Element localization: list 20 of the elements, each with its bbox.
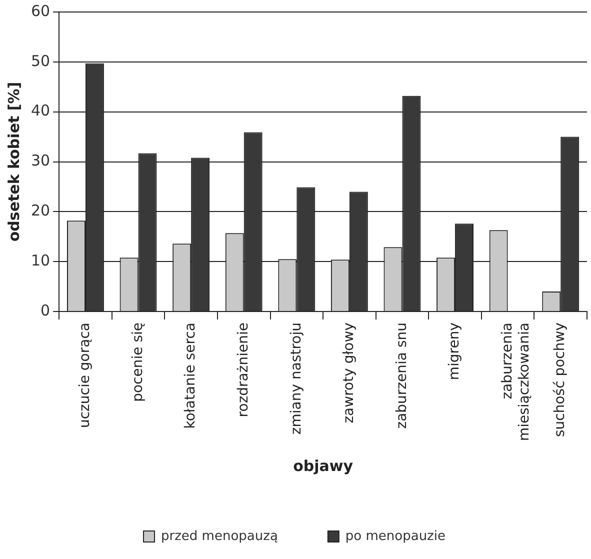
x-tick-label: migreny — [446, 322, 463, 380]
x-tick-label: zawroty głowy — [341, 322, 358, 424]
y-tick-label: 10 — [30, 251, 50, 270]
y-tick-label: 40 — [30, 102, 50, 120]
x-tick-label: rozdrażnienie — [235, 322, 252, 418]
y-axis-title: odsetek kobiet [%] — [4, 82, 23, 242]
x-tick-label: kołatanie serca — [182, 322, 199, 429]
y-tick-label: 50 — [30, 52, 50, 70]
legend-label: przed menopauzą — [161, 528, 278, 544]
x-tick-label: zaburzenia snu — [394, 322, 410, 429]
y-tick-label: 60 — [30, 2, 50, 20]
x-tick-label: uczucie gorąca — [77, 322, 94, 428]
legend-label: po menopauzie — [345, 528, 446, 544]
x-tick-label: suchość pochwy — [552, 322, 568, 438]
x-tick-label: pocenie się — [130, 322, 146, 402]
x-tick-label: zmiany nastroju — [288, 322, 304, 435]
y-tick-label: 30 — [30, 152, 50, 170]
y-tick-label: 0 — [40, 301, 50, 320]
y-tick-label: 20 — [30, 202, 50, 220]
x-axis-title: objawy — [293, 456, 354, 475]
